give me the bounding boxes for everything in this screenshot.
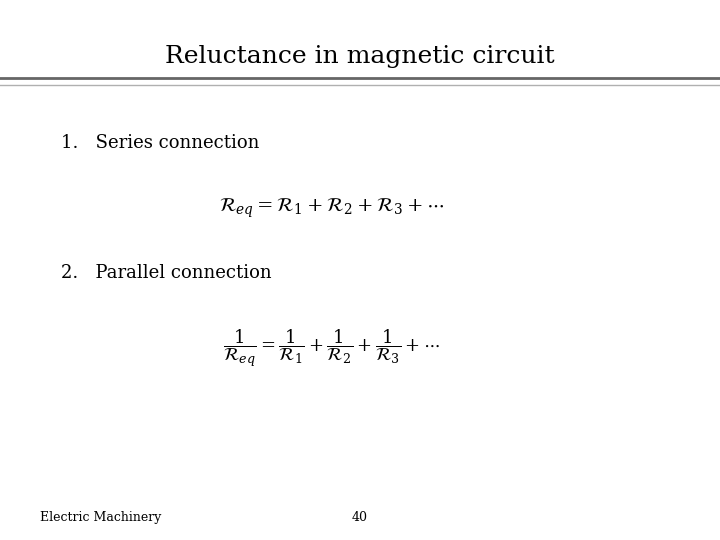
Text: $\mathcal{R}_{eq} = \mathcal{R}_1 + \mathcal{R}_2 + \mathcal{R}_3 + \cdots$: $\mathcal{R}_{eq} = \mathcal{R}_1 + \mat…	[219, 197, 444, 219]
Text: 1.   Series connection: 1. Series connection	[61, 134, 260, 152]
Text: 40: 40	[352, 511, 368, 524]
Text: Reluctance in magnetic circuit: Reluctance in magnetic circuit	[165, 45, 555, 68]
Text: 2.   Parallel connection: 2. Parallel connection	[61, 264, 272, 282]
Text: Electric Machinery: Electric Machinery	[40, 511, 161, 524]
Text: $\dfrac{1}{\mathcal{R}_{eq}} = \dfrac{1}{\mathcal{R}_1} + \dfrac{1}{\mathcal{R}_: $\dfrac{1}{\mathcal{R}_{eq}} = \dfrac{1}…	[222, 327, 440, 369]
